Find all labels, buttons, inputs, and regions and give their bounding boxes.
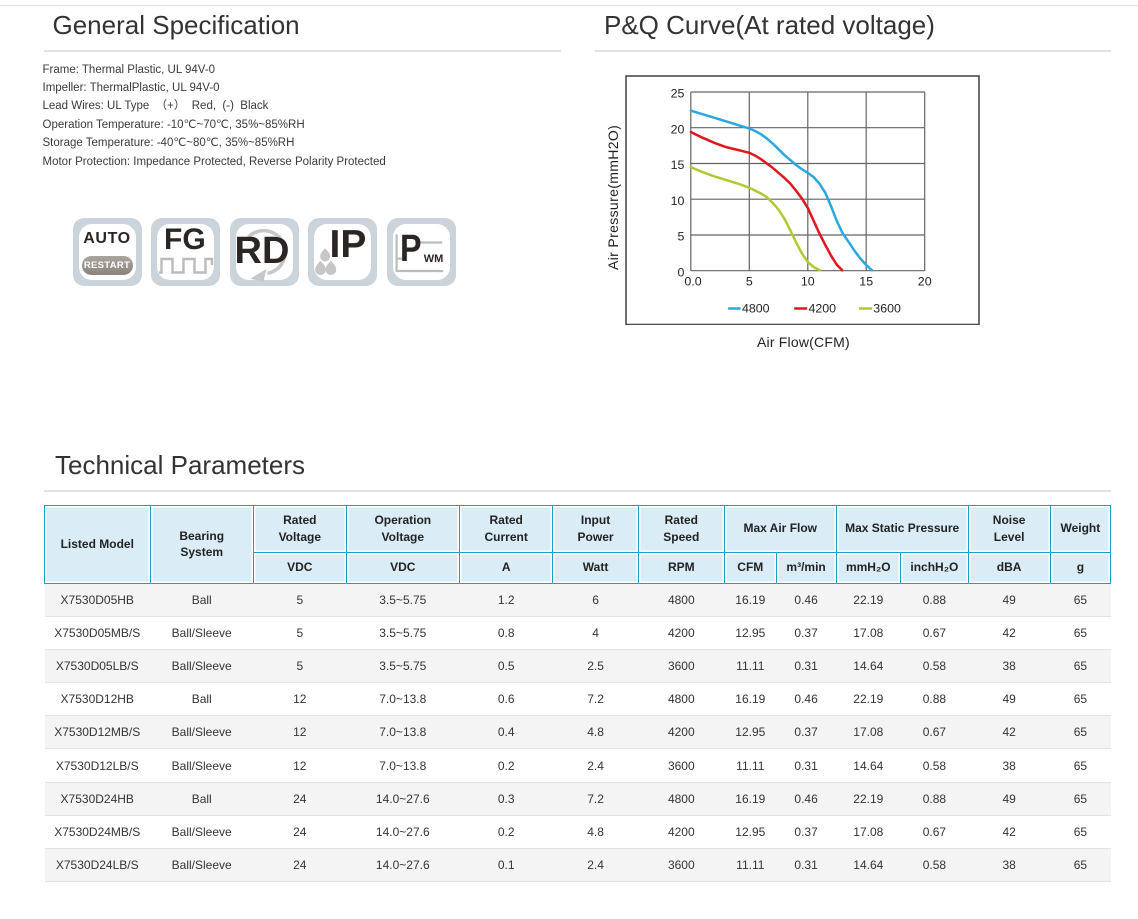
svg-text:10: 10	[801, 274, 815, 288]
svg-text:3600: 3600	[873, 301, 901, 315]
svg-text:4200: 4200	[809, 301, 837, 315]
svg-text:25: 25	[671, 86, 685, 100]
svg-text:15: 15	[859, 274, 873, 288]
svg-text:0.0: 0.0	[684, 274, 701, 288]
svg-text:5: 5	[746, 274, 753, 288]
svg-text:0: 0	[677, 265, 684, 279]
svg-text:10: 10	[671, 193, 685, 207]
svg-text:20: 20	[918, 274, 932, 288]
svg-text:15: 15	[671, 158, 685, 172]
svg-text:20: 20	[671, 122, 685, 136]
svg-text:5: 5	[677, 229, 684, 243]
svg-text:4800: 4800	[742, 301, 770, 315]
